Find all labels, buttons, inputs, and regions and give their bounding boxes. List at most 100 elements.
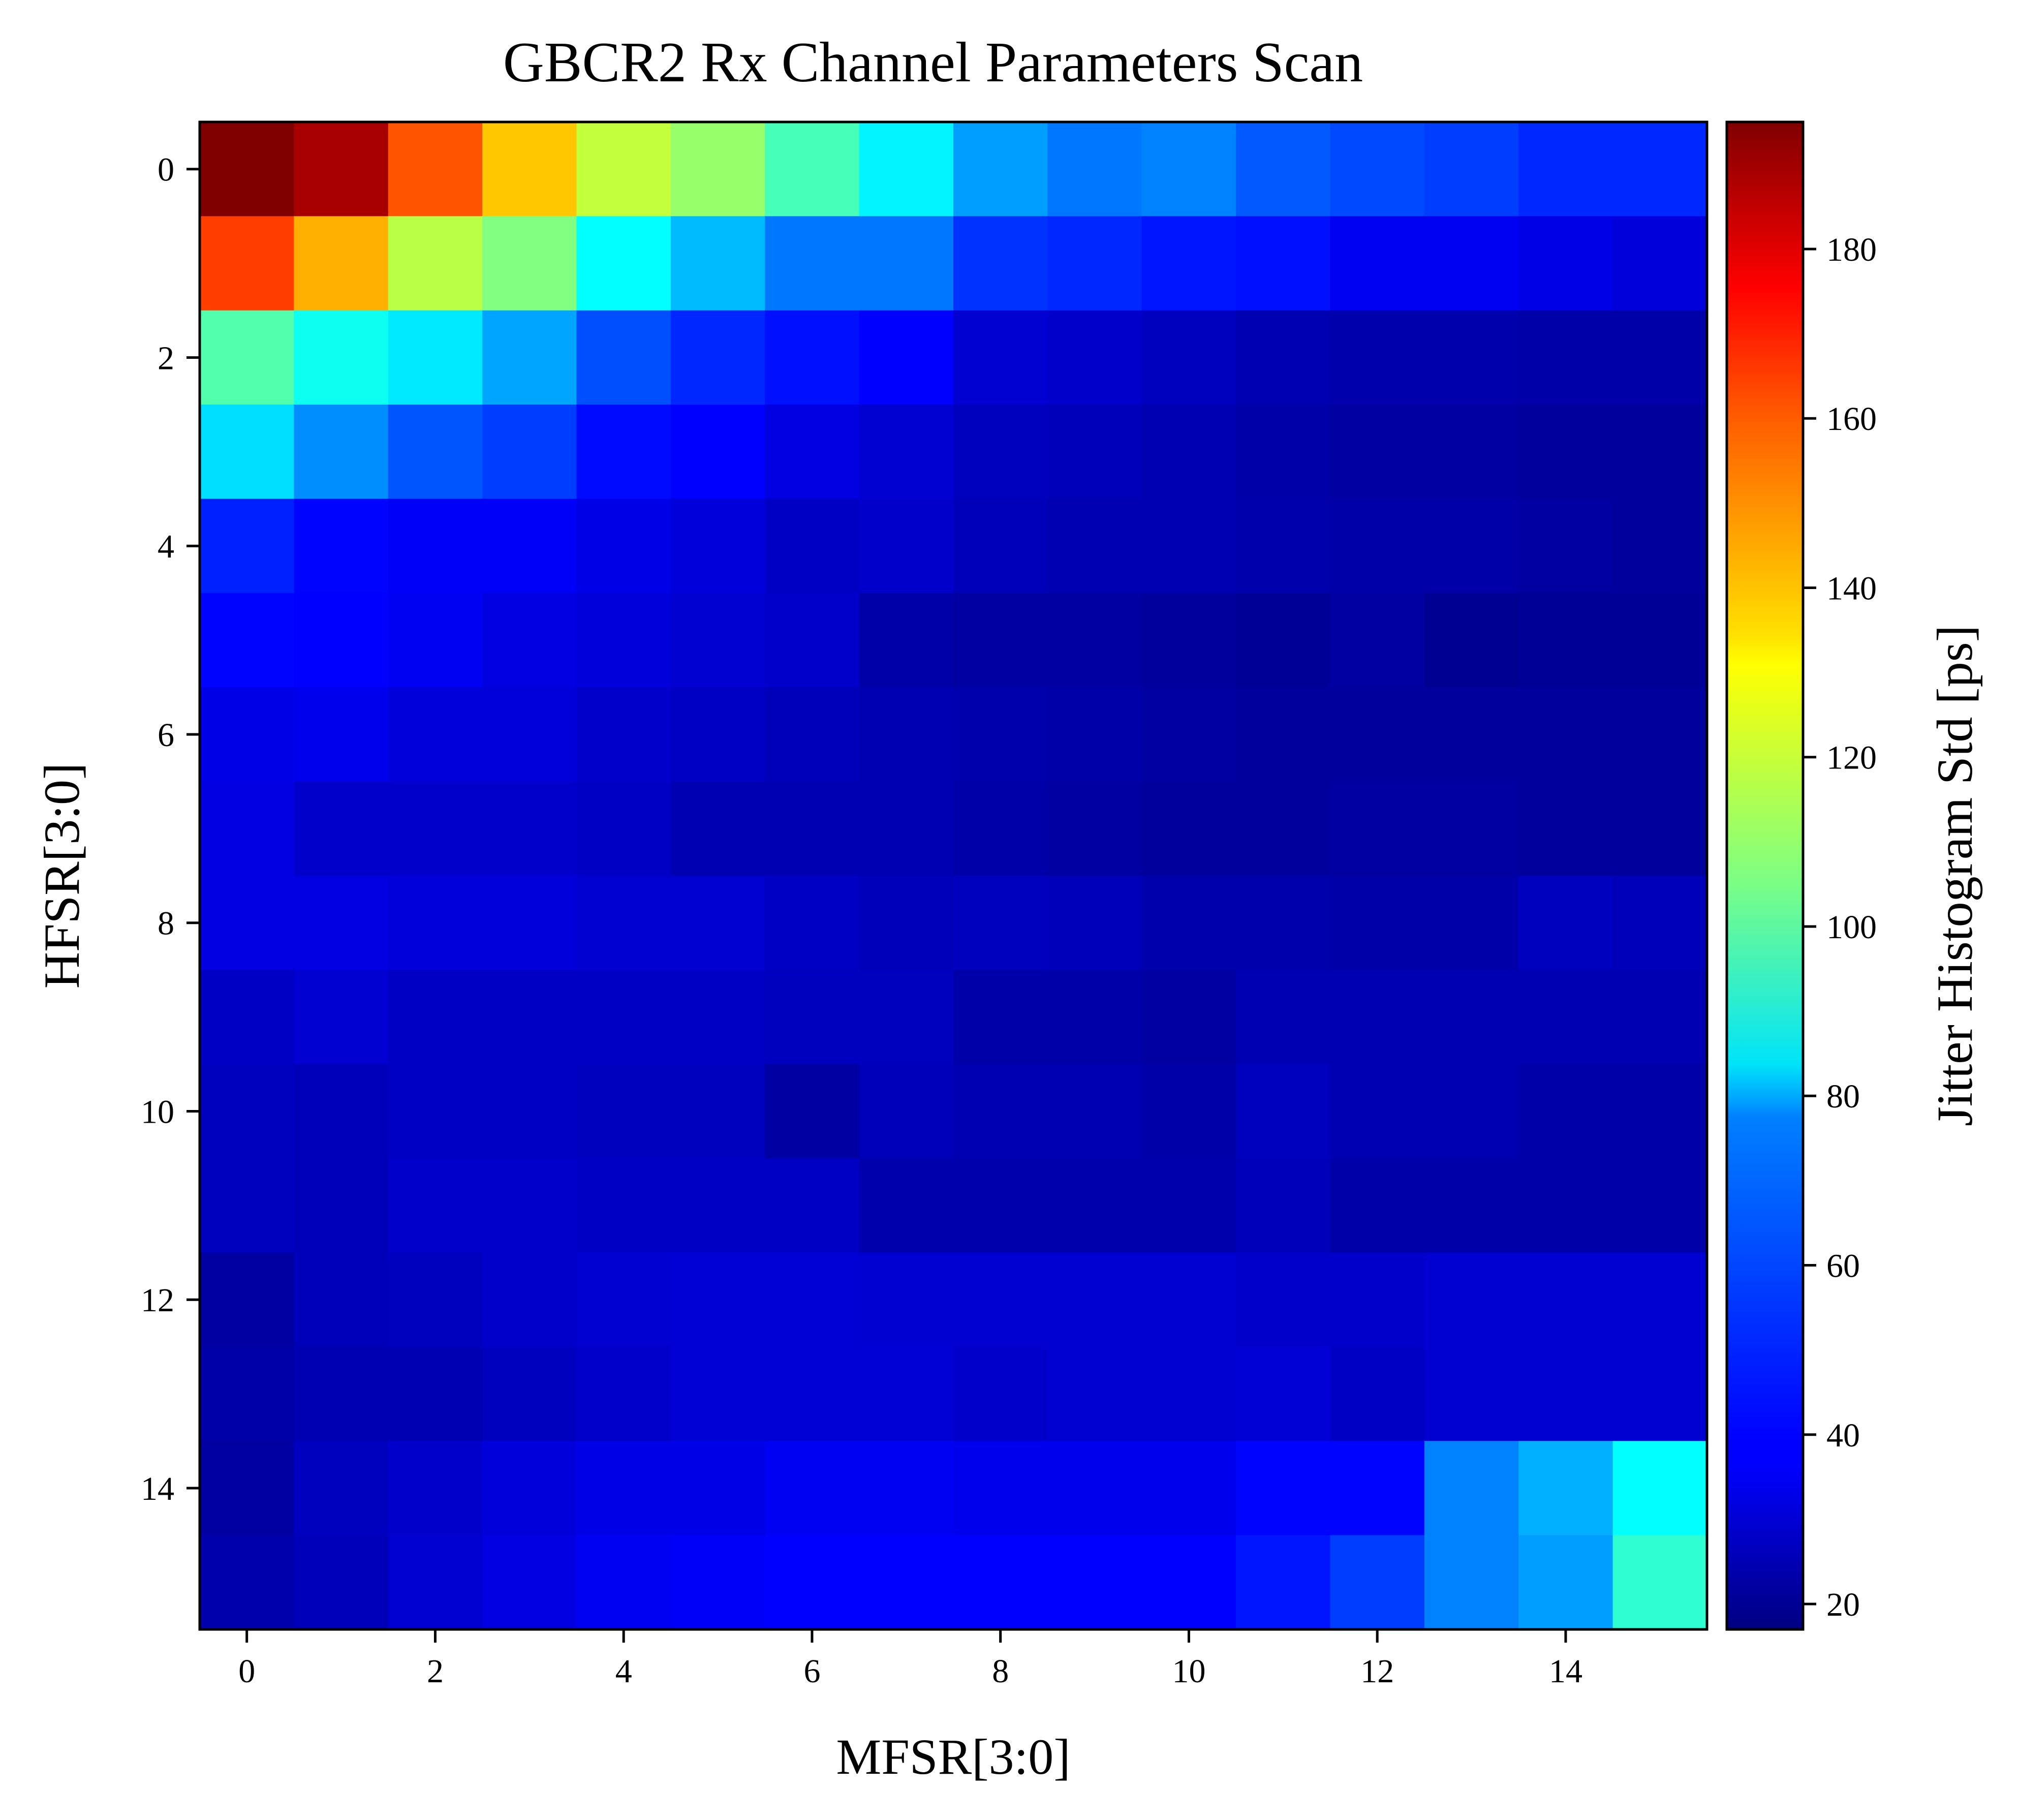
heatmap-cell	[1424, 876, 1519, 970]
colorbar-tick-label: 40	[1826, 1417, 1860, 1454]
heatmap-cell	[765, 499, 860, 594]
heatmap-cell	[200, 1158, 294, 1253]
heatmap-cell	[765, 1535, 860, 1630]
heatmap-cell	[388, 1252, 483, 1347]
heatmap-cell	[859, 216, 954, 311]
heatmap-cell	[1236, 122, 1331, 217]
heatmap-cell	[482, 405, 577, 500]
x-tick-label: 12	[1360, 1653, 1394, 1690]
heatmap-cell	[765, 1064, 860, 1159]
x-tick-label: 2	[427, 1653, 444, 1690]
heatmap-cell	[294, 405, 389, 500]
heatmap-cell	[294, 1535, 389, 1630]
heatmap-cell	[1330, 1535, 1425, 1630]
heatmap-cell	[1330, 499, 1425, 594]
heatmap-cell	[1518, 405, 1613, 500]
heatmap-cell	[1518, 1535, 1613, 1630]
colorbar	[1725, 120, 1805, 1631]
heatmap-cell	[482, 970, 577, 1065]
heatmap-cell	[1424, 1252, 1519, 1347]
heatmap-cell	[670, 593, 765, 688]
heatmap-cell	[1141, 1252, 1236, 1347]
heatmap-cell	[1330, 405, 1425, 500]
heatmap-cell	[482, 1535, 577, 1630]
heatmap-cell	[482, 499, 577, 594]
heatmap-cell	[1612, 1064, 1707, 1159]
heatmap-cell	[200, 593, 294, 688]
heatmap-cell	[859, 405, 954, 500]
heatmap-cell	[576, 499, 671, 594]
y-tick-label: 12	[141, 1282, 174, 1319]
heatmap-cell	[576, 1346, 671, 1441]
heatmap-cell	[1612, 216, 1707, 311]
plot-frame	[198, 120, 1709, 1631]
y-tick-label: 2	[158, 340, 174, 377]
y-axis-label: HFSR[3:0]	[34, 763, 90, 989]
heatmap-cell	[859, 1441, 954, 1536]
heatmap-cell	[1236, 1064, 1331, 1159]
heatmap-cell	[294, 970, 389, 1065]
heatmap-cell	[1236, 781, 1331, 876]
heatmap-cell	[1424, 1346, 1519, 1441]
heatmap-cell	[1236, 1535, 1331, 1630]
heatmap-cell	[1424, 1158, 1519, 1253]
heatmap-cell	[576, 781, 671, 876]
y-tick-label: 14	[141, 1470, 174, 1507]
heatmap-cell	[859, 1252, 954, 1347]
heatmap-cell	[200, 310, 294, 405]
heatmap-cell	[1141, 499, 1236, 594]
heatmap-cell	[1047, 1535, 1142, 1630]
heatmap-cell	[294, 499, 389, 594]
heatmap-cell	[859, 970, 954, 1065]
heatmap-cell	[294, 310, 389, 405]
heatmap-cell	[1330, 122, 1425, 217]
heatmap-cell	[576, 216, 671, 311]
heatmap-cell	[1424, 1441, 1519, 1536]
heatmap-cell	[765, 970, 860, 1065]
heatmap-cell	[482, 1441, 577, 1536]
y-tick-label: 10	[141, 1093, 174, 1130]
colorbar-tick-label: 160	[1826, 400, 1877, 438]
heatmap-cell	[1518, 1064, 1613, 1159]
x-tick-label: 14	[1549, 1653, 1582, 1690]
colorbar-tick-label: 100	[1826, 909, 1877, 946]
heatmap-cell	[388, 499, 483, 594]
colorbar-tick-label: 140	[1826, 570, 1877, 607]
heatmap-cell	[576, 405, 671, 500]
heatmap-cell	[576, 122, 671, 217]
heatmap-cell	[1047, 1441, 1142, 1536]
heatmap-cell	[1236, 593, 1331, 688]
heatmap-cell	[1330, 876, 1425, 970]
heatmap-cell	[1330, 781, 1425, 876]
heatmap-cell	[1518, 687, 1613, 782]
heatmap-cell	[1236, 876, 1331, 970]
heatmap-cell	[953, 781, 1048, 876]
heatmap-cell	[1141, 1346, 1236, 1441]
heatmap-cell	[200, 687, 294, 782]
heatmap-cell	[200, 405, 294, 500]
heatmap-cell	[1047, 970, 1142, 1065]
heatmap-cell	[388, 1535, 483, 1630]
heatmap-cell	[388, 1158, 483, 1253]
heatmap-cell	[200, 1535, 294, 1630]
heatmap-cell	[953, 876, 1048, 970]
heatmap-cell	[765, 1346, 860, 1441]
heatmap-cell	[859, 687, 954, 782]
heatmap-cell	[1424, 499, 1519, 594]
heatmap-cell	[1330, 970, 1425, 1065]
heatmap-cell	[670, 1252, 765, 1347]
heatmap-cell	[576, 1252, 671, 1347]
heatmap-cell	[765, 687, 860, 782]
heatmap-cell	[1236, 1346, 1331, 1441]
heatmap-cell	[1424, 1535, 1519, 1630]
heatmap-cell	[482, 781, 577, 876]
heatmap-cell	[765, 122, 860, 217]
heatmap-cell	[670, 1441, 765, 1536]
heatmap-cell	[294, 876, 389, 970]
heatmap-cell	[1141, 310, 1236, 405]
heatmap-cell	[1330, 310, 1425, 405]
heatmap-cell	[200, 1064, 294, 1159]
heatmap-cell	[200, 122, 294, 217]
heatmap-cell	[670, 687, 765, 782]
